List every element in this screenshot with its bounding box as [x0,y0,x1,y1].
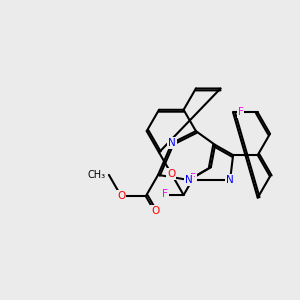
Text: O: O [151,206,159,216]
Text: N: N [226,175,234,185]
Text: O: O [117,191,125,201]
Text: CH₃: CH₃ [88,170,106,180]
Text: F: F [190,172,196,182]
Text: F: F [162,188,168,199]
Text: N: N [185,175,193,185]
Text: F: F [238,107,244,118]
Text: N: N [168,138,176,148]
Text: O: O [167,169,176,179]
